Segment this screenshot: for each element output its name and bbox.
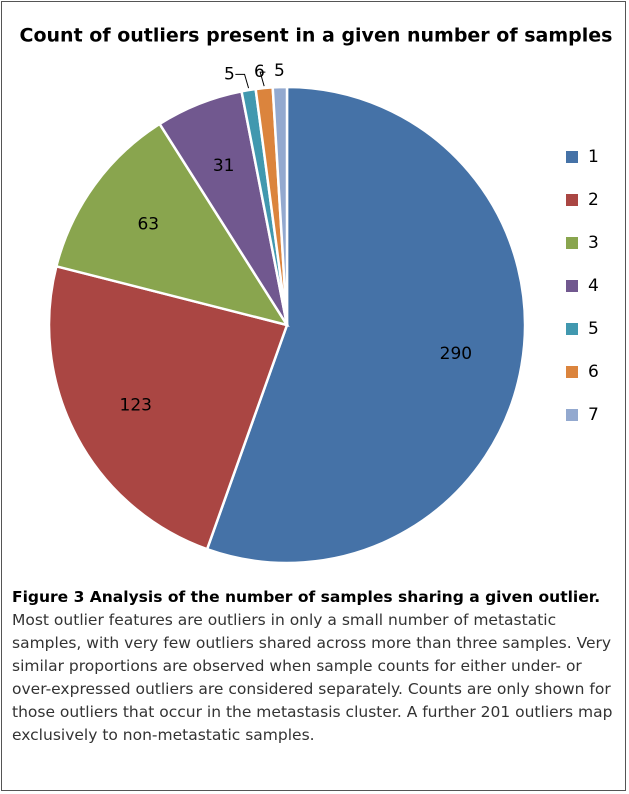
pie-slice bbox=[205, 85, 527, 565]
data-label: 290 bbox=[440, 344, 472, 364]
chart: Count of outliers present in a given num… bbox=[20, 25, 613, 565]
legend-swatch bbox=[566, 323, 578, 335]
legend-label: 2 bbox=[588, 190, 599, 210]
data-label: 6 bbox=[254, 62, 265, 82]
legend-swatch bbox=[566, 237, 578, 249]
legend-swatch bbox=[566, 194, 578, 206]
data-label: 31 bbox=[213, 156, 235, 176]
data-label: 63 bbox=[137, 214, 159, 234]
legend-label: 1 bbox=[588, 147, 599, 167]
legend-label: 7 bbox=[588, 405, 599, 425]
legend-swatch bbox=[566, 409, 578, 421]
legend-swatch bbox=[566, 280, 578, 292]
caption-label: Figure 3 Analysis of the number of sampl… bbox=[12, 588, 601, 606]
chart-title: Count of outliers present in a given num… bbox=[20, 25, 613, 47]
legend-label: 5 bbox=[588, 319, 599, 339]
legend-swatch bbox=[566, 366, 578, 378]
pie-slice bbox=[54, 122, 290, 327]
legend-label: 6 bbox=[588, 362, 599, 382]
data-label: 5 bbox=[224, 64, 235, 84]
data-label: 123 bbox=[120, 396, 152, 416]
caption-text: Most outlier features are outliers in on… bbox=[12, 611, 613, 744]
pie-slice bbox=[271, 85, 289, 326]
legend-label: 4 bbox=[588, 276, 599, 296]
legend-label: 3 bbox=[588, 233, 599, 253]
caption: Figure 3 Analysis of the number of sampl… bbox=[12, 586, 618, 747]
leader-line bbox=[235, 73, 250, 89]
legend-swatch bbox=[566, 151, 578, 163]
data-label: 5 bbox=[274, 61, 285, 81]
leader-line bbox=[259, 71, 266, 87]
pie-slice bbox=[47, 264, 289, 551]
